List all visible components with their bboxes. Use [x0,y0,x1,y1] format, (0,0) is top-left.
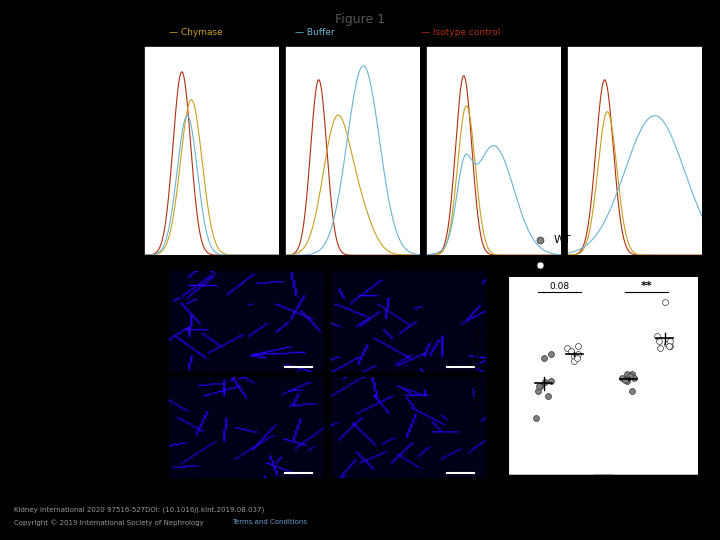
Text: WT: WT [144,319,162,329]
Point [535,382,546,390]
Text: Mcpt4⁻/⁻: Mcpt4⁻/⁻ [554,260,603,269]
X-axis label: CD62E: CD62E [618,258,651,268]
Point [661,340,672,348]
Point [626,387,637,395]
Point [619,376,631,384]
Point [654,344,666,353]
Point [534,260,545,269]
Point [569,352,580,361]
Point [569,357,580,366]
Text: — Chymase: — Chymase [169,28,223,37]
Point [531,413,542,422]
Point [665,337,676,346]
Point [664,342,675,350]
Point [572,350,584,359]
Text: 0.08: 0.08 [549,282,570,291]
Text: % of Max: % of Max [121,128,131,173]
X-axis label: CD62P: CD62P [477,258,510,268]
Point [660,297,671,306]
Point [617,374,629,382]
Point [626,370,637,379]
Point [624,372,635,380]
Point [653,337,665,346]
Point [629,374,640,382]
Point [545,376,557,385]
Point [621,376,632,385]
Text: Terms and Conditions: Terms and Conditions [232,519,307,525]
Text: a: a [115,24,125,39]
Point [663,342,675,350]
Point [571,354,582,362]
Text: Medulla: Medulla [387,259,431,269]
Point [542,392,554,400]
Text: b: b [115,261,126,275]
Point [539,354,550,362]
Point [566,347,577,355]
Y-axis label: % of CD54⁺ per area: % of CD54⁺ per area [473,326,482,427]
Text: **: ** [641,281,652,291]
Text: Copyright © 2019 International Society of Nephrology: Copyright © 2019 International Society o… [14,519,207,526]
Text: Kidney International 2020 97516-527DOI: (10.1016/j.kint.2019.08.037): Kidney International 2020 97516-527DOI: … [14,507,265,513]
Text: — Buffer: — Buffer [295,28,335,37]
Point [539,377,551,386]
Text: — Isotype control: — Isotype control [421,28,500,37]
X-axis label: CD31: CD31 [198,258,225,268]
X-axis label: CD54
(ICAM-1): CD54 (ICAM-1) [331,258,374,280]
Point [621,370,633,379]
Text: Figure 1: Figure 1 [335,14,385,26]
Point [534,236,545,245]
Point [532,387,544,395]
Point [572,342,584,350]
Text: WT: WT [554,235,571,245]
Point [545,350,557,359]
Point [624,372,636,380]
Text: Cortex: Cortex [228,259,265,269]
Point [562,344,573,353]
Point [534,382,545,390]
Text: Mcpt4⁻/⁻: Mcpt4⁻/⁻ [112,423,162,433]
Point [652,332,663,341]
